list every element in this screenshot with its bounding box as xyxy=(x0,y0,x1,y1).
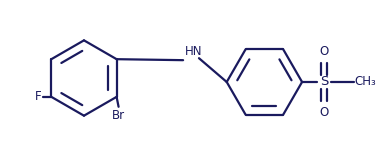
Text: O: O xyxy=(319,45,328,58)
Text: S: S xyxy=(320,76,328,88)
Text: HN: HN xyxy=(185,45,202,58)
Text: Br: Br xyxy=(112,109,125,122)
Text: F: F xyxy=(35,90,41,103)
Text: O: O xyxy=(319,106,328,119)
Text: CH₃: CH₃ xyxy=(355,76,376,88)
